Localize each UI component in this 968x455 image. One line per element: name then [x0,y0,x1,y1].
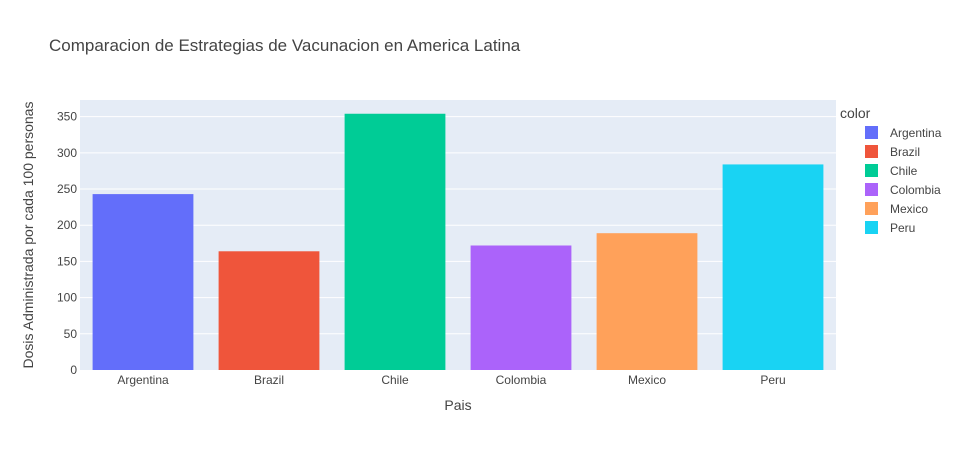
legend-label: Mexico [890,202,928,216]
legend: color Argentina Brazil Chile Colombia Mexico… [840,105,942,235]
y-tick-label: 300 [57,146,77,160]
legend-label: Brazil [890,145,920,159]
legend-item-peru[interactable]: Peru [865,221,915,235]
y-tick-label: 0 [70,363,77,377]
legend-swatch [865,183,878,196]
legend-swatch [865,164,878,177]
y-tick-label: 100 [57,291,77,305]
bar-peru[interactable] [722,164,824,370]
bar-argentina[interactable] [92,194,194,370]
y-tick-label: 200 [57,218,77,232]
bar-brazil[interactable] [218,251,320,370]
y-tick-label: 350 [57,110,77,124]
x-tick-label: Brazil [254,373,284,387]
legend-item-chile[interactable]: Chile [865,164,918,178]
legend-label: Peru [890,221,915,235]
plot-area [80,100,836,370]
x-axis-title: Pais [444,397,471,413]
legend-item-argentina[interactable]: Argentina [865,126,942,140]
y-tick-label: 250 [57,182,77,196]
legend-item-colombia[interactable]: Colombia [865,183,941,197]
legend-label: Chile [890,164,918,178]
y-gridlines [80,116,836,335]
x-tick-labels: Argentina Brazil Chile Colombia Mexico Peru [117,373,785,387]
legend-label: Argentina [890,126,942,140]
legend-item-brazil[interactable]: Brazil [865,145,920,159]
y-tick-labels: 0 50 100 150 200 250 300 350 [57,110,77,377]
bars-group [92,113,824,370]
bar-colombia[interactable] [470,245,572,370]
x-tick-label: Chile [381,373,409,387]
y-axis-title: Dosis Administrada por cada 100 personas [20,102,36,369]
legend-swatch [865,145,878,158]
x-tick-label: Mexico [628,373,666,387]
y-tick-label: 150 [57,254,77,268]
legend-swatch [865,202,878,215]
legend-swatch [865,126,878,139]
legend-label: Colombia [890,183,941,197]
bar-mexico[interactable] [596,233,698,370]
legend-swatch [865,221,878,234]
chart-title: Comparacion de Estrategias de Vacunacion… [49,36,521,55]
x-tick-label: Peru [760,373,785,387]
y-tick-label: 50 [64,327,78,341]
x-tick-label: Colombia [496,373,547,387]
x-tick-label: Argentina [117,373,169,387]
bar-chile[interactable] [344,113,446,370]
legend-title: color [840,105,871,121]
legend-item-mexico[interactable]: Mexico [865,202,928,216]
